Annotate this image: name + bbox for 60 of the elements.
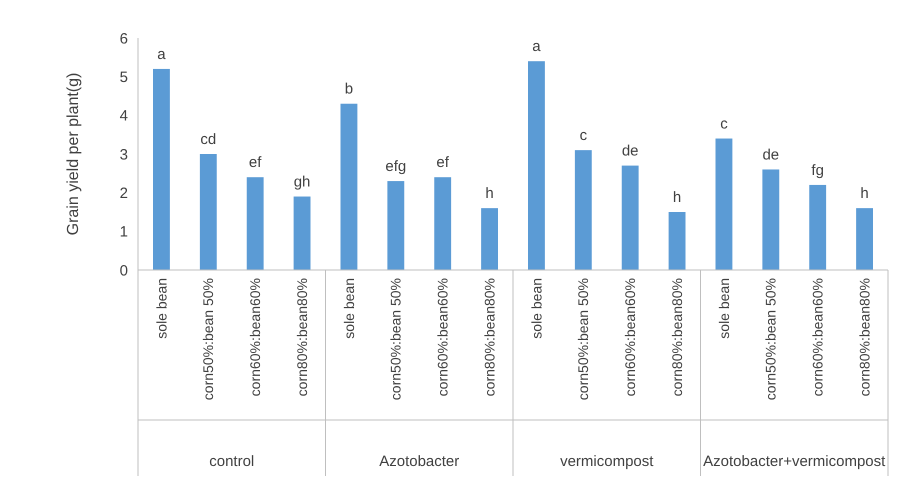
data-label: gh bbox=[294, 174, 310, 191]
data-label: fg bbox=[811, 162, 824, 179]
x-tick-label: corn80%:bean80% bbox=[668, 278, 685, 396]
data-label: b bbox=[344, 80, 354, 98]
x-tick-label: corn60%:bean60% bbox=[810, 278, 826, 396]
bar bbox=[246, 177, 264, 270]
text: vermicompost bbox=[560, 453, 654, 470]
bar bbox=[153, 68, 170, 270]
bar bbox=[200, 154, 217, 270]
bar bbox=[716, 138, 732, 270]
x-tick-label: corn50%:bean 50% bbox=[200, 278, 216, 400]
y-tick-label: 4 bbox=[120, 108, 128, 125]
data-label: de bbox=[622, 142, 639, 160]
bar bbox=[856, 208, 873, 270]
x-tick-label: corn60%:bean60% bbox=[434, 278, 451, 396]
y-tick-label: 2 bbox=[120, 184, 128, 202]
x-tick-label: corn50%:bean 50% bbox=[762, 278, 779, 400]
data-label: h bbox=[672, 189, 682, 206]
data-label: ef bbox=[436, 154, 450, 172]
bar bbox=[528, 61, 545, 270]
bar bbox=[622, 166, 639, 270]
x-tick-label: corn60%:bean60% bbox=[247, 278, 264, 396]
data-label: cd bbox=[200, 131, 216, 148]
bar bbox=[574, 150, 592, 270]
x-tick-label: sole bean bbox=[716, 278, 732, 339]
x-tick-label: corn60%:bean60% bbox=[622, 278, 638, 396]
bar bbox=[481, 208, 498, 270]
bar bbox=[668, 212, 686, 270]
y-tick-label: 3 bbox=[120, 146, 128, 164]
bar bbox=[434, 177, 452, 270]
bar bbox=[387, 181, 404, 270]
x-tick-label: corn80%:bean80% bbox=[481, 278, 498, 396]
x-tick-label: corn80%:bean80% bbox=[294, 278, 310, 396]
data-label: de bbox=[762, 146, 780, 164]
bar bbox=[340, 104, 358, 270]
y-tick-label: 5 bbox=[120, 68, 128, 86]
bar bbox=[762, 169, 780, 270]
data-label: h bbox=[485, 185, 494, 202]
y-tick-label: 1 bbox=[120, 224, 128, 241]
text: control bbox=[209, 453, 254, 470]
x-tick-label: corn80%:bean80% bbox=[856, 278, 872, 396]
data-label: h bbox=[860, 185, 869, 202]
data-label: efg bbox=[385, 158, 406, 176]
data-label: c bbox=[580, 127, 588, 144]
bar bbox=[294, 196, 310, 270]
text: Azotobacter+vermicompost bbox=[703, 453, 886, 470]
x-tick-label: sole bean bbox=[528, 278, 544, 339]
data-label: a bbox=[532, 38, 542, 56]
y-axis-title: Grain yield per plant(g) bbox=[65, 72, 82, 236]
data-label: a bbox=[157, 46, 166, 63]
x-tick-label: corn50%:bean 50% bbox=[388, 278, 404, 400]
bar bbox=[809, 184, 826, 270]
x-tick-label: sole bean bbox=[153, 278, 170, 339]
x-tick-label: sole bean bbox=[340, 278, 357, 339]
y-tick-label: 0 bbox=[120, 262, 128, 280]
x-tick-label: corn50%:bean 50% bbox=[575, 278, 592, 400]
data-label: c bbox=[720, 116, 728, 133]
data-label: ef bbox=[248, 154, 262, 172]
text: Azotobacter bbox=[379, 453, 460, 470]
y-tick-label: 6 bbox=[120, 30, 128, 48]
